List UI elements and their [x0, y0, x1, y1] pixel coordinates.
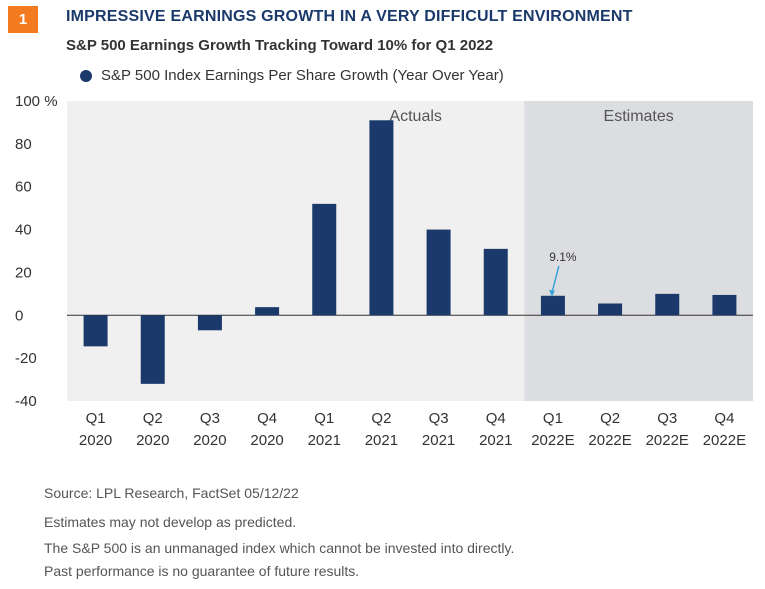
legend: S&P 500 Index Earnings Per Share Growth … — [80, 67, 504, 84]
annotation-arrow — [551, 265, 560, 293]
x-tick-label-quarter: Q2 — [371, 410, 391, 427]
bar — [369, 120, 394, 316]
bar-chart: Actuals Estimates -40 -20 0 20 40 60 80 100 % Q1 20… — [15, 93, 753, 449]
bar — [312, 203, 337, 316]
y-tick-label: 0 — [15, 307, 23, 324]
disclaimer-performance: Past performance is no guarantee of futu… — [44, 563, 360, 579]
data-label: 9.1% — [549, 250, 577, 264]
bar — [426, 229, 451, 316]
x-tick-label-quarter: Q4 — [486, 410, 506, 427]
x-tick-label-year: 2022E — [531, 432, 574, 449]
y-tick-label: 20 — [15, 264, 32, 281]
x-tick-label-year: 2021 — [422, 432, 455, 449]
y-tick-label: -40 — [15, 393, 37, 410]
bar — [598, 303, 623, 316]
x-tick-label-year: 2022E — [646, 432, 689, 449]
x-tick-label-quarter: Q3 — [429, 410, 449, 427]
x-tick-label-year: 2022E — [588, 432, 631, 449]
x-tick-label-year: 2020 — [193, 432, 226, 449]
x-tick-label-year: 2022E — [703, 432, 746, 449]
region-actuals-label: Actuals — [389, 108, 441, 125]
bar — [540, 295, 565, 316]
region-estimates-background — [524, 101, 753, 401]
bar — [483, 248, 508, 316]
annotation-arrowhead — [548, 289, 555, 297]
bar — [255, 307, 280, 316]
y-tick-label: -20 — [15, 350, 37, 367]
bar — [140, 315, 165, 384]
bar — [197, 315, 222, 331]
x-tick-label-quarter: Q4 — [714, 410, 734, 427]
disclaimer-estimates: Estimates may not develop as predicted. — [44, 514, 297, 530]
x-tick-label-quarter: Q4 — [257, 410, 277, 427]
disclaimer-index: The S&P 500 is an unmanaged index which … — [44, 540, 515, 556]
x-tick-label-year: 2020 — [79, 432, 112, 449]
x-tick-label-year: 2021 — [479, 432, 512, 449]
bar — [712, 294, 737, 316]
region-estimates-label: Estimates — [604, 108, 674, 125]
legend-marker — [80, 69, 92, 82]
y-tick-label: 100 % — [15, 93, 58, 110]
x-tick-label-quarter: Q3 — [200, 410, 220, 427]
bar — [83, 315, 108, 347]
y-tick-label: 80 — [15, 136, 32, 153]
y-tick-label: 40 — [15, 222, 32, 239]
region-actuals-background — [67, 101, 525, 401]
chart-title: IMPRESSIVE EARNINGS GROWTH IN A VERY DIF… — [66, 8, 633, 25]
chart-subtitle: S&P 500 Earnings Growth Tracking Toward … — [66, 37, 494, 54]
x-tick-label-quarter: Q1 — [314, 410, 334, 427]
x-tick-label-quarter: Q2 — [600, 410, 620, 427]
x-tick-label-year: 2021 — [308, 432, 341, 449]
x-tick-label-quarter: Q1 — [543, 410, 563, 427]
x-tick-label-quarter: Q3 — [657, 410, 677, 427]
x-tick-label-year: 2020 — [136, 432, 169, 449]
x-tick-label-quarter: Q2 — [143, 410, 163, 427]
x-tick-label-year: 2021 — [365, 432, 398, 449]
x-tick-label-quarter: Q1 — [86, 410, 106, 427]
legend-label: S&P 500 Index Earnings Per Share Growth … — [101, 67, 504, 84]
x-tick-label-year: 2020 — [250, 432, 283, 449]
y-tick-label: 60 — [15, 179, 32, 196]
bar — [655, 293, 680, 316]
figure-number-badge: 1 — [8, 6, 38, 33]
source-note: Source: LPL Research, FactSet 05/12/22 — [44, 485, 299, 501]
